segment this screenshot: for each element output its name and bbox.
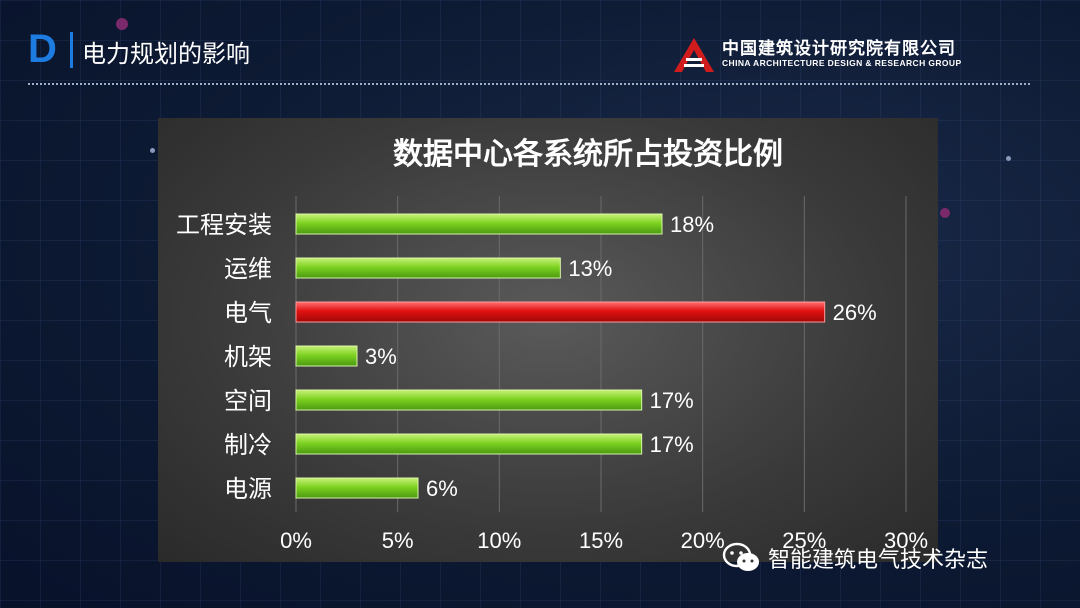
- watermark-text: 智能建筑电气技术杂志: [768, 548, 989, 573]
- category-label: 空间: [224, 387, 272, 415]
- value-label: 3%: [365, 344, 397, 369]
- category-label: 机架: [224, 343, 272, 371]
- category-label: 电气: [224, 299, 272, 327]
- decor-dot: [116, 18, 128, 30]
- bar: [295, 345, 358, 367]
- value-label: 18%: [670, 212, 714, 237]
- decor-dot: [1006, 156, 1011, 161]
- wechat-icon: [722, 542, 759, 571]
- value-label: 13%: [568, 256, 612, 281]
- bar: [295, 433, 643, 455]
- value-label: 17%: [650, 388, 694, 413]
- header-divider: [28, 83, 1030, 85]
- category-label: 电源: [224, 475, 272, 503]
- decor-dot: [940, 208, 950, 218]
- bar: [295, 477, 419, 499]
- chart-panel: 数据中心各系统所占投资比例 工程安装运维电气机架空间制冷电源 18% 13% 26%…: [158, 118, 938, 562]
- company-mark-icon: [674, 38, 714, 72]
- x-tick-label: 0%: [280, 528, 312, 553]
- category-label: 工程安装: [176, 211, 272, 239]
- title-divider: [70, 32, 73, 68]
- slide-header: D 电力规划的影响 中国建筑设计研究院有限公司 CHINA ARCHITECTU…: [0, 0, 1080, 95]
- category-label: 运维: [224, 255, 272, 283]
- x-tick-label: 20%: [681, 528, 725, 553]
- company-name-en: CHINA ARCHITECTURE DESIGN & RESEARCH GRO…: [722, 58, 962, 68]
- section-logo-letter: D: [28, 27, 57, 71]
- x-tick-label: 5%: [382, 528, 414, 553]
- company-name-cn: 中国建筑设计研究院有限公司: [722, 39, 956, 59]
- x-tick-label: 10%: [477, 528, 521, 553]
- decor-dot: [150, 148, 155, 153]
- x-tick-label: 30%: [884, 528, 928, 553]
- value-label: 6%: [426, 476, 458, 501]
- category-label: 制冷: [224, 431, 272, 459]
- value-label: 26%: [833, 300, 877, 325]
- bar: [295, 257, 561, 279]
- bar: [295, 301, 826, 323]
- value-label: 17%: [650, 432, 694, 457]
- x-tick-label: 25%: [782, 528, 826, 553]
- section-title: 电力规划的影响: [82, 40, 250, 68]
- company-logo: 中国建筑设计研究院有限公司 CHINA ARCHITECTURE DESIGN …: [672, 34, 1032, 78]
- chart-title: 数据中心各系统所占投资比例: [393, 137, 783, 172]
- x-tick-label: 15%: [579, 528, 623, 553]
- bar: [295, 213, 663, 235]
- bar: [295, 389, 643, 411]
